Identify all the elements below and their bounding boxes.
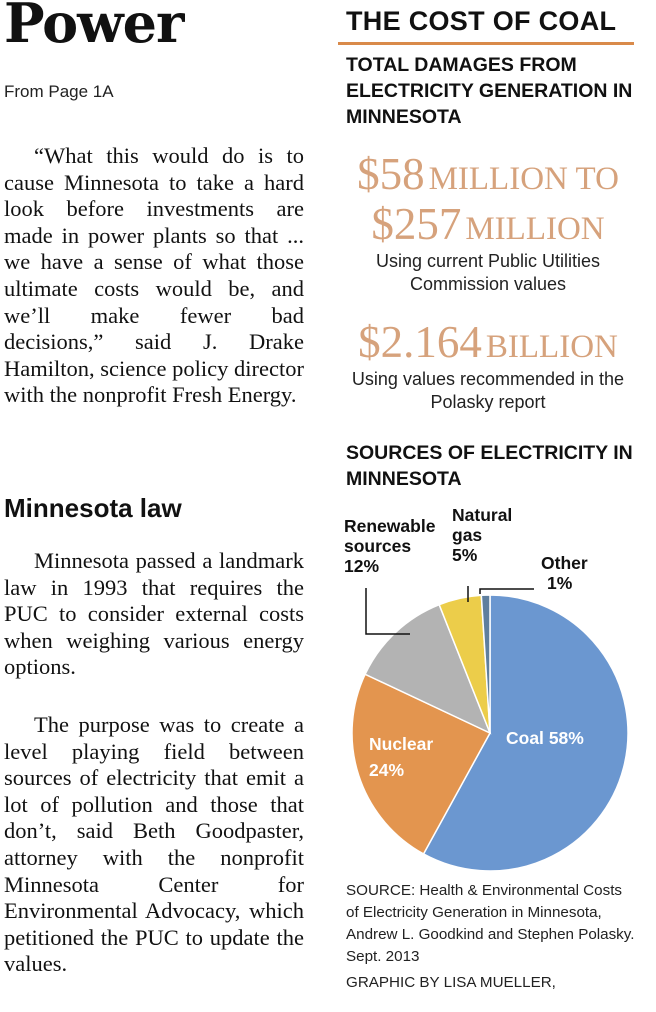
body-paragraph: “What this would do is to cause Minnesot… bbox=[4, 143, 304, 409]
label-nuclear-name: Nuclear bbox=[369, 734, 434, 754]
value-unit: BILLION bbox=[485, 329, 618, 365]
section-subhead: Minnesota law bbox=[4, 493, 182, 523]
label-coal: Coal 58% bbox=[506, 728, 584, 748]
sidebar-graphic: THE COST OF COAL TOTAL DAMAGES FROM ELEC… bbox=[338, 0, 638, 1012]
title-rule bbox=[338, 42, 634, 45]
label-gas-name: Natural gas bbox=[452, 505, 513, 545]
range-caption: Using current Public Utilities Commissio… bbox=[375, 251, 601, 294]
leader-other bbox=[479, 588, 534, 594]
label-renewable-name: Renewable sources bbox=[344, 516, 436, 556]
chart-title: SOURCES OF ELECTRICITY IN MINNESOTA bbox=[346, 442, 633, 490]
paragraph-text: “What this would do is to cause Minnesot… bbox=[4, 143, 304, 408]
range-amount-2: $257 bbox=[371, 199, 462, 249]
label-other-name: Other bbox=[541, 553, 588, 573]
label-renewable: Renewable sources 12% bbox=[344, 516, 454, 576]
source-note: SOURCE: Health & Environmental Costs of … bbox=[346, 882, 635, 965]
range-unit-2: MILLION bbox=[465, 211, 605, 247]
label-coal-value: 58% bbox=[548, 728, 584, 748]
label-nuclear: Nuclear 24% bbox=[369, 734, 433, 780]
label-nuclear-value: 24% bbox=[369, 760, 405, 780]
range-unit-1: MILLION TO bbox=[428, 161, 619, 197]
label-other: Other 1% bbox=[541, 553, 611, 593]
body-paragraph: Minnesota passed a landmark law in 1993 … bbox=[4, 548, 304, 681]
slice-other bbox=[480, 594, 491, 734]
range-amount-1: $58 bbox=[357, 149, 425, 199]
pie-chart bbox=[351, 586, 629, 872]
paragraph-text: The purpose was to create a level playin… bbox=[4, 712, 304, 977]
sidebar-title: THE COST OF COAL bbox=[346, 6, 617, 36]
damage-range-line2: $257 MILLION bbox=[338, 202, 638, 247]
value-caption: Using values recommended in the Polasky … bbox=[351, 369, 625, 412]
slice-renewable bbox=[364, 603, 492, 735]
damage-value-line: $2.164 BILLION bbox=[338, 320, 638, 365]
graphic-credit: GRAPHIC BY LISA MUELLER, bbox=[346, 974, 556, 991]
label-renewable-value: 12% bbox=[344, 556, 380, 576]
headline: Power bbox=[4, 0, 184, 55]
damage-range-line1: $58 MILLION TO bbox=[338, 152, 638, 197]
slice-nuclear bbox=[351, 673, 492, 855]
paragraph-text: Minnesota passed a landmark law in 1993 … bbox=[4, 548, 304, 680]
article-column: Power From Page 1A “What this would do i… bbox=[0, 0, 312, 1012]
jump-line: From Page 1A bbox=[4, 82, 114, 101]
label-gas-value: 5% bbox=[452, 545, 478, 565]
body-paragraph: The purpose was to create a level playin… bbox=[4, 712, 304, 978]
label-natural-gas: Natural gas 5% bbox=[452, 505, 532, 565]
label-other-value: 1% bbox=[547, 573, 573, 593]
label-coal-name: Coal bbox=[506, 728, 544, 748]
leader-renewable bbox=[365, 588, 410, 635]
sidebar-subtitle: TOTAL DAMAGES FROM ELECTRICITY GENERATIO… bbox=[346, 54, 633, 128]
value-amount: $2.164 bbox=[358, 317, 482, 367]
slice-coal bbox=[422, 594, 629, 872]
